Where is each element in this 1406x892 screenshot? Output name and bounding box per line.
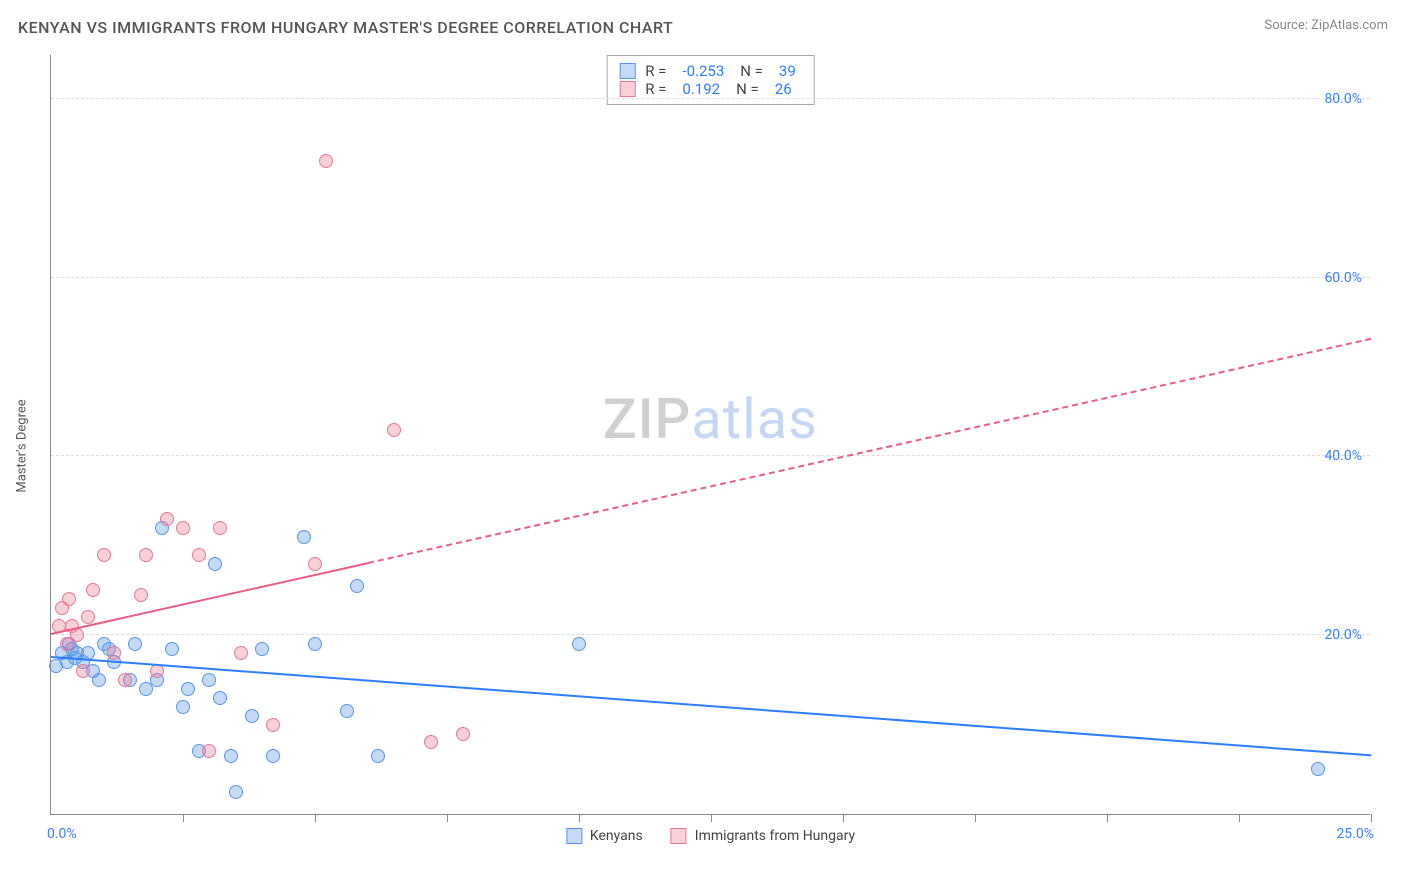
marker-kenyans [181,682,195,696]
x-axis-min-label: 0.0% [47,826,77,842]
marker-kenyans [572,637,586,651]
marker-hungary [213,521,227,535]
legend-item-hungary: Immigrants from Hungary [671,828,855,844]
marker-kenyans [245,709,259,723]
legend-swatch-hungary [671,828,687,844]
legend-item-kenyans: Kenyans [566,828,643,844]
series-legend: Kenyans Immigrants from Hungary [566,828,855,844]
gridline [51,98,1370,99]
x-tick [183,814,184,822]
marker-hungary [160,512,174,526]
marker-hungary [81,610,95,624]
stat-r-value: -0.253 [682,62,724,80]
marker-kenyans [176,700,190,714]
marker-kenyans [202,673,216,687]
watermark-atlas: atlas [691,386,818,452]
chart-plot-area: ZIPatlas R = -0.253 N = 39 R = 0.192 N =… [50,55,1370,815]
marker-hungary [176,521,190,535]
x-tick [711,814,712,822]
marker-kenyans [297,530,311,544]
stat-r-label: R = [645,62,666,80]
marker-kenyans [229,785,243,799]
x-axis-max-label: 25.0% [1336,826,1374,842]
marker-kenyans [128,637,142,651]
stat-r-label: R = [645,80,666,98]
x-tick [315,814,316,822]
y-tick-label: 20.0% [1324,627,1362,643]
stat-swatch-kenyans [619,63,635,79]
marker-hungary [234,646,248,660]
stat-n-value: 39 [779,62,796,80]
marker-hungary [118,673,132,687]
y-tick-label: 60.0% [1324,270,1362,286]
marker-hungary [134,588,148,602]
trend-line [51,562,368,635]
marker-kenyans [213,691,227,705]
stat-n-value: 26 [775,80,792,98]
marker-hungary [308,557,322,571]
source-label: Source: ZipAtlas.com [1264,18,1388,33]
marker-kenyans [224,749,238,763]
marker-hungary [387,423,401,437]
x-tick [1371,814,1372,822]
marker-hungary [97,548,111,562]
marker-kenyans [308,637,322,651]
marker-kenyans [255,642,269,656]
marker-kenyans [1311,762,1325,776]
stat-n-label: N = [740,62,763,80]
marker-kenyans [350,579,364,593]
marker-kenyans [165,642,179,656]
x-tick [579,814,580,822]
stat-r-value: 0.192 [682,80,720,98]
marker-hungary [107,646,121,660]
marker-hungary [139,548,153,562]
marker-kenyans [208,557,222,571]
marker-kenyans [266,749,280,763]
legend-label: Immigrants from Hungary [695,828,855,844]
stat-legend-row: R = -0.253 N = 39 [619,62,802,80]
marker-hungary [424,735,438,749]
watermark: ZIPatlas [603,386,818,452]
marker-hungary [70,628,84,642]
x-tick [843,814,844,822]
stat-legend-row: R = 0.192 N = 26 [619,80,802,98]
marker-hungary [76,664,90,678]
gridline [51,455,1370,456]
marker-kenyans [92,673,106,687]
x-tick [975,814,976,822]
x-tick [1239,814,1240,822]
trend-line [51,656,1371,756]
legend-swatch-kenyans [566,828,582,844]
x-tick [447,814,448,822]
marker-hungary [192,548,206,562]
page-title: KENYAN VS IMMIGRANTS FROM HUNGARY MASTER… [18,18,673,37]
stat-swatch-hungary [619,81,635,97]
marker-hungary [62,592,76,606]
marker-kenyans [340,704,354,718]
marker-hungary [202,744,216,758]
marker-hungary [456,727,470,741]
y-axis-label: Master's Degree [15,399,30,492]
trend-line [368,338,1372,564]
watermark-zip: ZIP [603,386,691,452]
marker-hungary [86,583,100,597]
y-tick-label: 80.0% [1324,91,1362,107]
legend-label: Kenyans [590,828,643,844]
x-tick [1107,814,1108,822]
y-tick-label: 40.0% [1324,448,1362,464]
marker-hungary [319,154,333,168]
gridline [51,634,1370,635]
stat-n-label: N = [736,80,759,98]
gridline [51,277,1370,278]
marker-kenyans [371,749,385,763]
marker-hungary [266,718,280,732]
